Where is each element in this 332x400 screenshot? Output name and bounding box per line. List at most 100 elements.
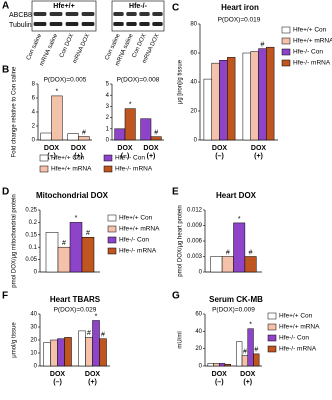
bar (236, 341, 243, 367)
lane-label: Con DOX (59, 33, 75, 59)
y-tick-label: 0 (194, 138, 198, 144)
y-tick-label: 20 (30, 338, 37, 344)
significance-marker: # (101, 332, 105, 339)
legend-label: Hfe-/- mRNA (293, 60, 331, 67)
p-value: P(DOX)=0.008 (117, 77, 160, 84)
significance-marker: # (86, 230, 90, 237)
y-tick-label: 0 (199, 364, 203, 370)
significance-marker: # (243, 348, 247, 355)
blot-band (126, 22, 137, 26)
bar (57, 338, 65, 367)
y-tick-label: 0 (34, 270, 38, 276)
blot-band (81, 22, 95, 26)
bar (242, 52, 251, 141)
p-value: P(DOX)=0.009 (212, 307, 255, 314)
bar (140, 118, 152, 141)
y-tick-label: 0 (106, 138, 110, 144)
bar (124, 108, 136, 141)
y-tick-label: 4 (32, 110, 36, 116)
panel-letter: D (2, 187, 9, 198)
blot-band (49, 22, 63, 26)
significance-marker: * (129, 101, 132, 108)
legend-swatch (281, 59, 291, 67)
x-tick-sublabel: (+) (147, 153, 156, 160)
legend-swatch (39, 154, 49, 162)
y-tick-label: 6 (32, 96, 36, 102)
y-tick-label: 20 (190, 109, 197, 115)
legend-label: Hfe-/- Con (115, 155, 145, 162)
bar (266, 46, 275, 141)
panel-letter: C (172, 3, 179, 14)
x-tick-label: DOX (240, 371, 256, 378)
y-tick-label: 2 (106, 115, 110, 121)
x-tick-sublabel: (–) (215, 153, 224, 160)
legend-label: Hfe+/+ Con (293, 27, 327, 34)
y-tick-label: 1 (106, 126, 110, 132)
lane-label: Con saline (26, 32, 44, 61)
y-tick-label: 0.009 (187, 223, 203, 229)
bar (258, 48, 267, 141)
legend-label: Hfe-/- mRNA (119, 248, 157, 255)
legend-swatch (39, 165, 49, 173)
bar (219, 60, 228, 141)
y-tick-label: 60 (195, 312, 202, 318)
blot-band (33, 22, 47, 26)
y-axis-label: μmol/g tissue (12, 322, 18, 358)
y-tick-label: 0 (199, 270, 203, 276)
legend-label: Hfe-/- Con (119, 237, 149, 244)
bar (78, 330, 86, 367)
bar (211, 62, 220, 141)
significance-marker: * (249, 322, 252, 329)
blot-band (152, 22, 163, 26)
x-tick-sublabel: (+) (254, 153, 263, 160)
significance-marker: * (238, 216, 241, 223)
bar (43, 342, 51, 367)
chart-title: Mitochondrial DOX (36, 191, 109, 200)
panel-letter: B (2, 65, 9, 76)
legend-swatch (267, 334, 277, 342)
blot-band (139, 12, 150, 16)
bar (45, 232, 59, 273)
bar (40, 132, 52, 141)
y-tick-label: 3 (106, 104, 110, 110)
legend-label: Hfe-/- Con (293, 49, 323, 56)
p-value: P(DOX)=0.005 (44, 77, 87, 84)
y-tick-label: 0.15 (25, 232, 37, 238)
panel-letter: F (2, 291, 8, 302)
legend-label: Hfe+/+ Con (279, 313, 313, 320)
bar (253, 353, 260, 367)
x-tick-sublabel: (–) (47, 153, 56, 160)
significance-marker: # (87, 330, 91, 337)
legend-swatch (281, 26, 291, 34)
legend-label: Hfe-/- mRNA (279, 346, 317, 353)
panel-letter: E (172, 187, 179, 198)
bar (221, 256, 234, 273)
bar (233, 222, 246, 273)
blot-row-label: Tubulin (9, 22, 32, 29)
y-tick-label: 5 (106, 82, 110, 88)
p-value: P(DOX)=0.029 (54, 307, 97, 314)
bar (224, 364, 231, 367)
legend-swatch (267, 323, 277, 331)
bar (57, 246, 71, 273)
bar (67, 133, 79, 141)
y-tick-label: 0.05 (25, 257, 37, 263)
y-axis-label: mU/ml (178, 331, 184, 348)
bar (219, 363, 226, 367)
panel-letter: G (172, 291, 180, 302)
significance-marker: # (226, 249, 230, 256)
y-tick-label: 20 (195, 346, 202, 352)
significance-marker: * (75, 215, 78, 222)
bar (78, 136, 90, 141)
legend-label: Hfe+/+ mRNA (279, 324, 320, 331)
y-tick-label: 0.25 (25, 208, 37, 214)
chart-title: Heart iron (221, 3, 259, 12)
significance-marker: # (82, 129, 86, 136)
panel-letter: A (2, 1, 9, 12)
significance-marker: # (249, 249, 253, 256)
bar (203, 78, 212, 141)
significance-marker: # (154, 129, 158, 136)
y-tick-label: 0.003 (187, 254, 203, 260)
x-tick-sublabel: (+) (243, 379, 252, 386)
legend-label: Hfe+/+ Con (51, 155, 85, 162)
